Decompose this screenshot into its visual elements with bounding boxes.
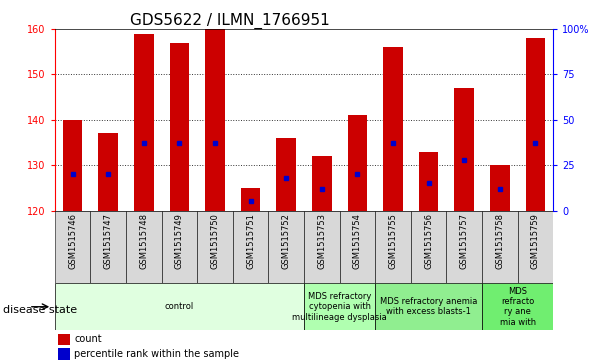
- Text: GSM1515749: GSM1515749: [175, 213, 184, 269]
- Bar: [241, 188, 260, 211]
- Bar: [197, 211, 233, 283]
- Bar: [126, 211, 162, 283]
- Bar: [268, 211, 304, 283]
- Bar: [63, 120, 82, 211]
- Text: GSM1515758: GSM1515758: [496, 213, 505, 269]
- Text: MDS refractory anemia
with excess blasts-1: MDS refractory anemia with excess blasts…: [380, 297, 477, 317]
- Bar: [304, 211, 340, 283]
- Text: GSM1515747: GSM1515747: [103, 213, 112, 269]
- Bar: [312, 156, 331, 211]
- Bar: [419, 151, 438, 211]
- Bar: [170, 42, 189, 211]
- Text: GSM1515756: GSM1515756: [424, 213, 433, 269]
- Bar: [162, 211, 197, 283]
- Bar: [375, 211, 411, 283]
- Text: GSM1515755: GSM1515755: [389, 213, 398, 269]
- Bar: [58, 334, 70, 345]
- Bar: [340, 211, 375, 283]
- Bar: [517, 211, 553, 283]
- Text: GDS5622 / ILMN_1766951: GDS5622 / ILMN_1766951: [130, 13, 330, 29]
- Bar: [526, 38, 545, 211]
- Bar: [91, 211, 126, 283]
- Bar: [348, 115, 367, 211]
- Bar: [375, 283, 482, 330]
- Bar: [58, 348, 70, 360]
- Bar: [482, 211, 517, 283]
- Text: percentile rank within the sample: percentile rank within the sample: [74, 349, 240, 359]
- Bar: [134, 33, 154, 211]
- Text: GSM1515751: GSM1515751: [246, 213, 255, 269]
- Bar: [304, 283, 375, 330]
- Text: GSM1515754: GSM1515754: [353, 213, 362, 269]
- Text: GSM1515748: GSM1515748: [139, 213, 148, 269]
- Bar: [205, 29, 225, 211]
- Text: GSM1515757: GSM1515757: [460, 213, 469, 269]
- Text: MDS refractory
cytopenia with
multilineage dysplasia: MDS refractory cytopenia with multilinea…: [292, 292, 387, 322]
- Bar: [277, 138, 296, 211]
- Bar: [482, 283, 553, 330]
- Bar: [411, 211, 446, 283]
- Bar: [98, 133, 118, 211]
- Bar: [55, 283, 304, 330]
- Text: disease state: disease state: [3, 305, 77, 315]
- Bar: [383, 47, 403, 211]
- Bar: [454, 88, 474, 211]
- Text: count: count: [74, 334, 102, 344]
- Bar: [490, 165, 510, 211]
- Bar: [446, 211, 482, 283]
- Text: GSM1515759: GSM1515759: [531, 213, 540, 269]
- Text: control: control: [165, 302, 194, 311]
- Bar: [55, 211, 91, 283]
- Text: GSM1515750: GSM1515750: [210, 213, 219, 269]
- Text: GSM1515753: GSM1515753: [317, 213, 326, 269]
- Text: GSM1515746: GSM1515746: [68, 213, 77, 269]
- Bar: [233, 211, 268, 283]
- Text: MDS
refracto
ry ane
mia with: MDS refracto ry ane mia with: [500, 287, 536, 327]
- Text: GSM1515752: GSM1515752: [282, 213, 291, 269]
